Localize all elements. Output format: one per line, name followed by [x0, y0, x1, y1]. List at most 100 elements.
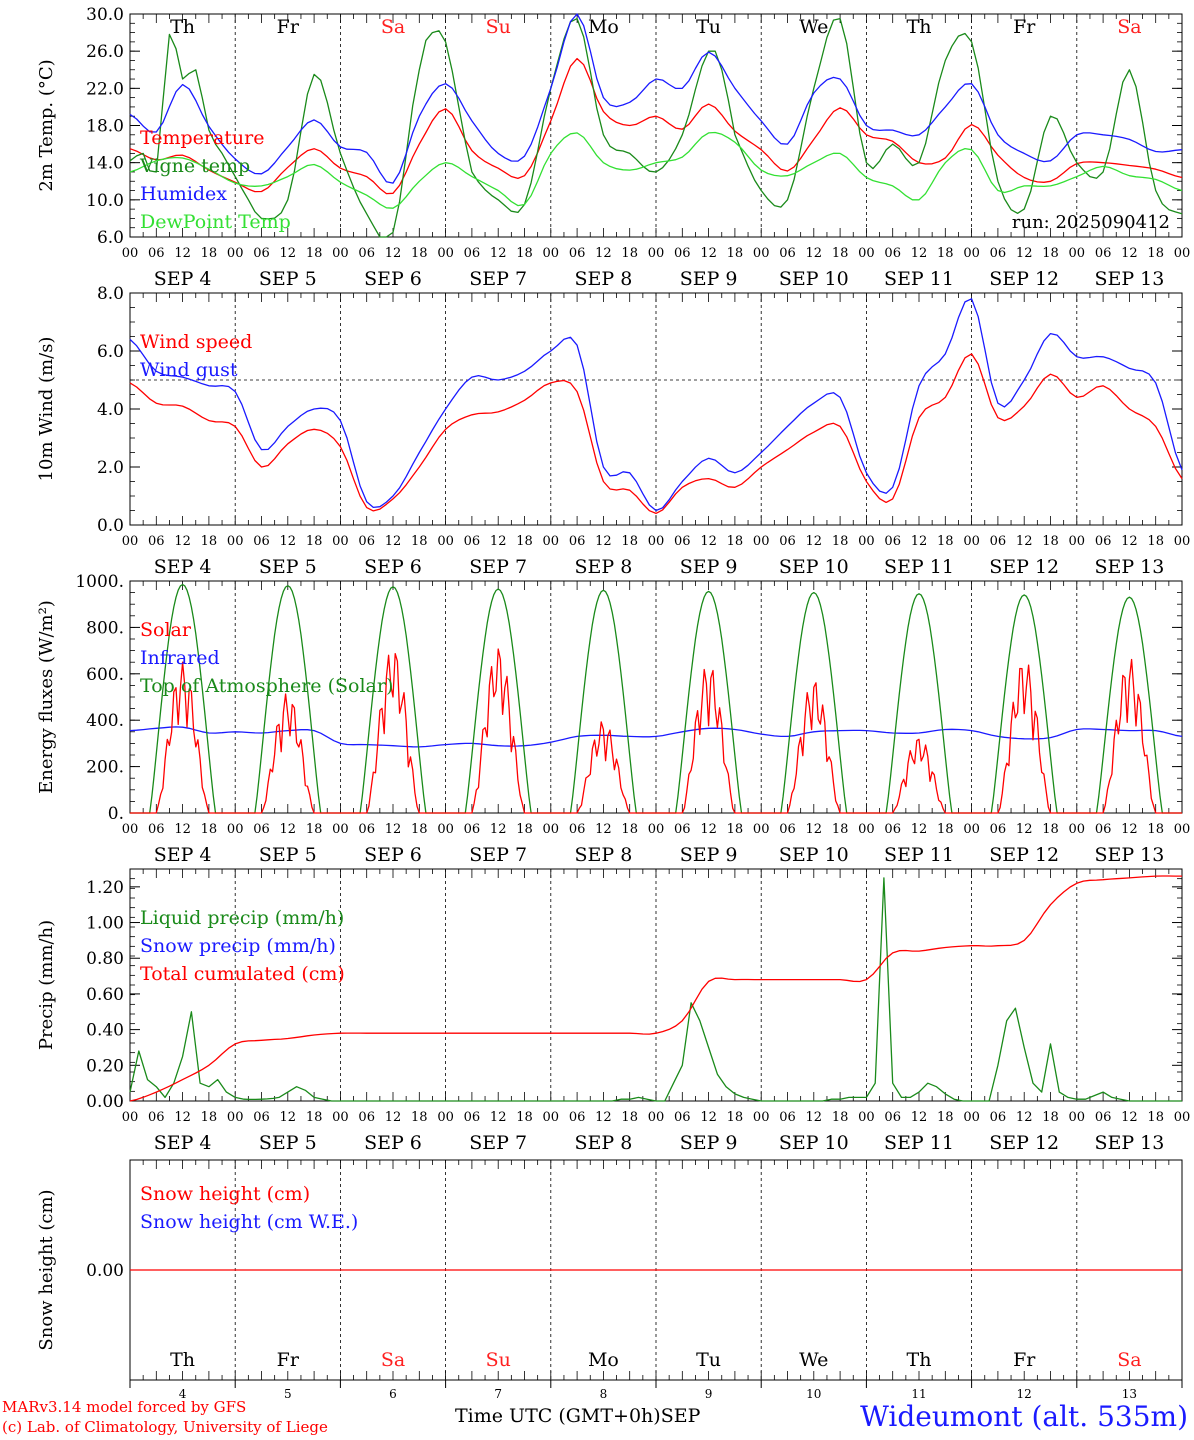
hour-label: 06 — [569, 822, 586, 837]
series-line — [129, 17, 1183, 238]
y-axis-label: Snow height (cm) — [36, 1189, 57, 1350]
date-label: SEP 8 — [574, 268, 632, 290]
day-of-week-label: Fr — [1013, 1349, 1036, 1371]
date-label: SEP 9 — [680, 1132, 738, 1154]
hour-label: 00 — [753, 822, 770, 837]
date-label: SEP 4 — [154, 1132, 212, 1154]
day-of-week-label: Th — [170, 16, 195, 38]
day-of-week-label: Tu — [696, 16, 721, 38]
hour-label: 00 — [648, 534, 665, 549]
y-tick-label: 6.0 — [97, 342, 124, 362]
hour-label: 00 — [963, 246, 980, 261]
hour-label: 18 — [621, 534, 638, 549]
hour-label: 18 — [937, 534, 954, 549]
date-label: SEP 12 — [989, 556, 1059, 578]
date-label: SEP 6 — [364, 556, 422, 578]
hour-label: 18 — [1147, 534, 1164, 549]
y-tick-label: 1.20 — [86, 878, 124, 898]
hour-label: 18 — [516, 822, 533, 837]
day-of-week-label: Su — [486, 16, 511, 38]
y-tick-label: 14.0 — [86, 154, 124, 174]
hour-label: 12 — [174, 246, 191, 261]
hour-label: 18 — [1147, 1110, 1164, 1125]
hour-label: 06 — [1095, 534, 1112, 549]
hour-label: 18 — [832, 246, 849, 261]
date-label: SEP 7 — [469, 844, 527, 866]
hour-label: 12 — [1121, 822, 1138, 837]
hour-label: 06 — [779, 822, 796, 837]
hour-label: 18 — [1147, 246, 1164, 261]
day-of-week-label: Th — [907, 16, 932, 38]
hour-label: 06 — [358, 534, 375, 549]
y-tick-label: 10.0 — [86, 191, 124, 211]
hour-label: 06 — [358, 246, 375, 261]
y-axis-label: Energy fluxes (W/m²) — [36, 600, 57, 794]
hour-label: 06 — [253, 1110, 270, 1125]
y-tick-label: 1.00 — [86, 914, 124, 934]
day-of-week-label: Su — [486, 1349, 511, 1371]
hour-label: 12 — [280, 534, 297, 549]
hour-label: 06 — [884, 246, 901, 261]
hour-label: 00 — [963, 534, 980, 549]
hour-label: 12 — [911, 822, 928, 837]
hour-label: 00 — [122, 822, 139, 837]
station-name: Wideumont (alt. 535m) — [860, 1400, 1188, 1433]
hour-label: 00 — [1069, 246, 1086, 261]
y-tick-label: 200. — [86, 758, 124, 778]
day-of-week-label: Sa — [381, 1349, 405, 1371]
hour-label: 12 — [595, 1110, 612, 1125]
date-label: SEP 13 — [1094, 844, 1164, 866]
y-tick-label: 2.0 — [97, 458, 124, 478]
hour-label: 18 — [306, 822, 323, 837]
day-number-label: 8 — [600, 1387, 608, 1401]
hour-label: 12 — [806, 1110, 823, 1125]
hour-label: 18 — [621, 246, 638, 261]
hour-label: 12 — [595, 822, 612, 837]
hour-label: 06 — [674, 246, 691, 261]
hour-label: 12 — [700, 246, 717, 261]
y-tick-label: 26.0 — [86, 42, 124, 62]
hour-label: 12 — [1016, 534, 1033, 549]
legend-entry: DewPoint Temp — [140, 211, 291, 233]
hour-label: 06 — [148, 1110, 165, 1125]
day-number-label: 11 — [911, 1387, 926, 1401]
month-label: SEP — [660, 1405, 701, 1427]
hour-label: 12 — [700, 822, 717, 837]
hour-label: 18 — [727, 534, 744, 549]
date-label: SEP 9 — [680, 268, 738, 290]
day-of-week-label: We — [799, 1349, 828, 1371]
hour-label: 18 — [727, 246, 744, 261]
date-label: SEP 7 — [469, 1132, 527, 1154]
legend-entry: Top of Atmosphere (Solar) — [140, 675, 393, 697]
hour-label: 06 — [674, 534, 691, 549]
hour-label: 06 — [990, 822, 1007, 837]
hour-label: 00 — [858, 1110, 875, 1125]
legend-entry: Temperature — [140, 127, 264, 149]
hour-label: 06 — [569, 1110, 586, 1125]
day-number-label: 7 — [494, 1387, 502, 1401]
hour-label: 18 — [201, 246, 218, 261]
hour-label: 12 — [385, 1110, 402, 1125]
day-of-week-label: Th — [170, 1349, 195, 1371]
date-label: SEP 11 — [884, 1132, 954, 1154]
hour-label: 00 — [1069, 822, 1086, 837]
hour-label: 12 — [911, 534, 928, 549]
hour-label: 00 — [858, 246, 875, 261]
hour-label: 00 — [1174, 246, 1191, 261]
day-of-week-label: Fr — [277, 1349, 300, 1371]
hour-label: 12 — [174, 1110, 191, 1125]
hour-label: 06 — [464, 1110, 481, 1125]
hour-label: 00 — [437, 246, 454, 261]
hour-label: 00 — [437, 534, 454, 549]
hour-label: 06 — [569, 246, 586, 261]
hour-label: 12 — [280, 822, 297, 837]
hour-label: 12 — [280, 246, 297, 261]
y-tick-label: 0.60 — [86, 985, 124, 1005]
y-tick-label: 8.0 — [97, 284, 124, 304]
date-label: SEP 9 — [680, 844, 738, 866]
hour-label: 18 — [201, 534, 218, 549]
date-label: SEP 6 — [364, 1132, 422, 1154]
hour-label: 18 — [306, 534, 323, 549]
hour-label: 00 — [227, 246, 244, 261]
hour-label: 06 — [884, 1110, 901, 1125]
